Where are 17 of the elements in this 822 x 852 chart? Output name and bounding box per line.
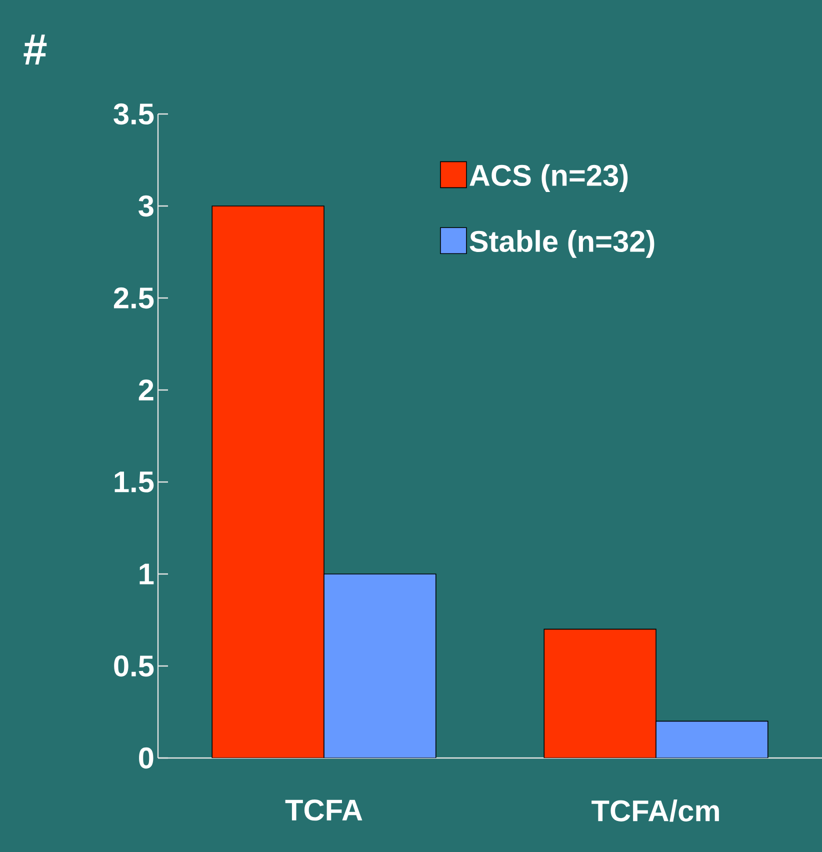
y-tick-label: 1 (140, 564, 154, 584)
x-tick-label: TCFA (285, 800, 362, 821)
y-tick-label: 3.5 (114, 103, 154, 125)
y-tick-label: 0.5 (114, 655, 154, 677)
y-tick-label: 2 (138, 380, 154, 400)
bar (656, 720, 768, 758)
bar (544, 628, 656, 758)
y-tick-label: 3 (138, 195, 154, 217)
y-tick-label: 0 (139, 747, 154, 769)
y-tick-label: 2.5 (114, 287, 154, 309)
y-tick-label: 1.5 (114, 472, 154, 492)
legend-label: Stable (n=32) (470, 230, 654, 258)
bar (324, 574, 436, 758)
bar (212, 206, 324, 758)
y-axis-title: # (24, 34, 47, 65)
x-tick-label: TCFA/cm (592, 800, 719, 822)
legend-label: ACS (n=23) (470, 164, 628, 192)
